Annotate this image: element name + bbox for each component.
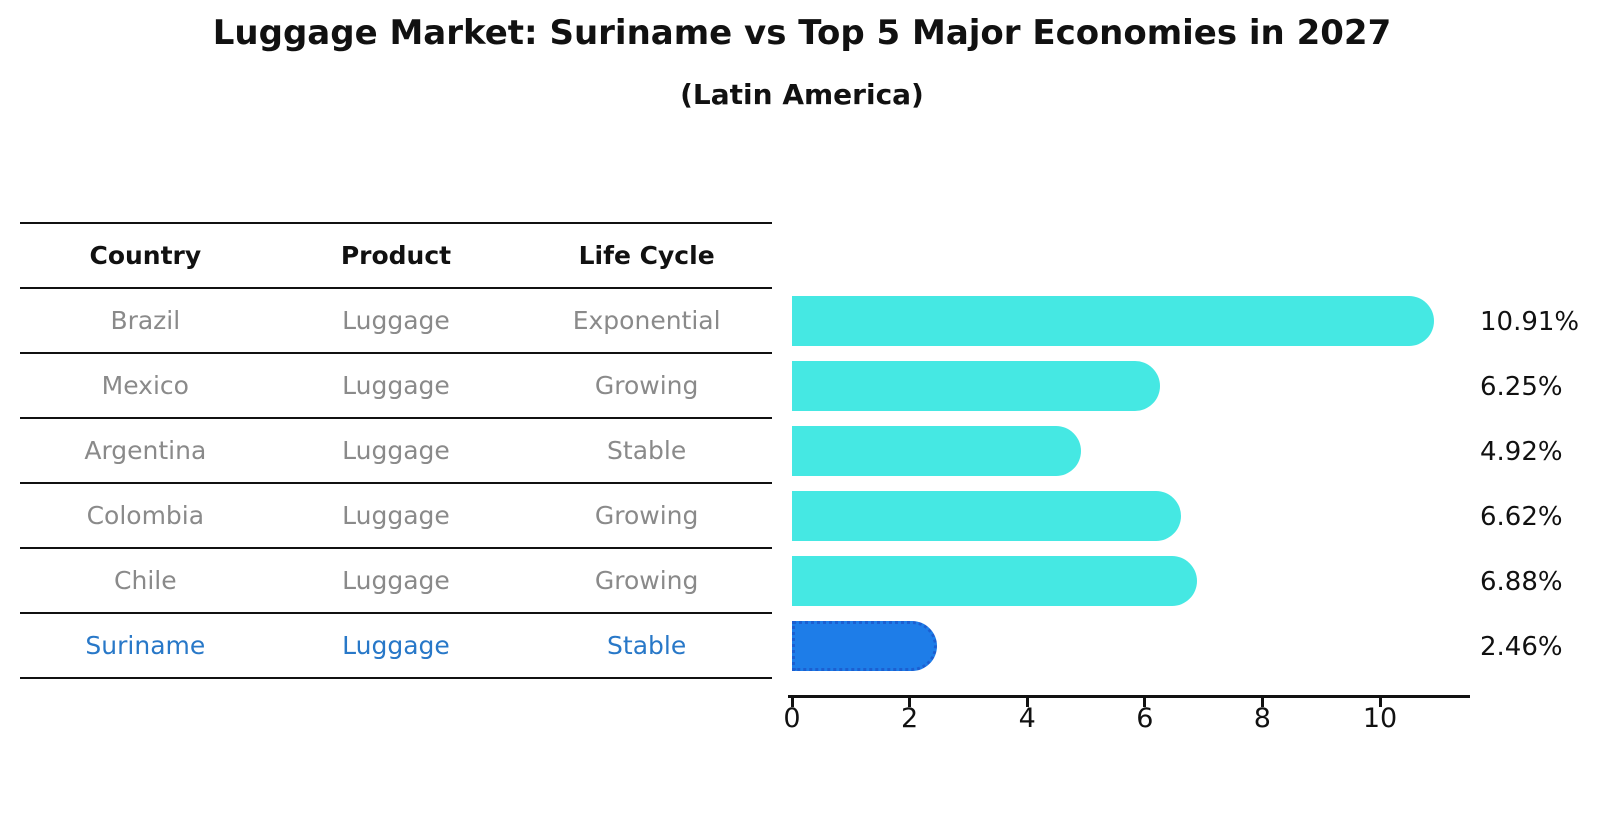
cell-country: Mexico [101,371,189,400]
x-axis-tick [1143,698,1147,707]
cell-life-cycle: Stable [607,631,687,660]
chart-title: Luggage Market: Suriname vs Top 5 Major … [212,13,1392,53]
cell-life-cycle: Growing [594,566,699,595]
x-axis-tick-label: 0 [783,703,801,734]
x-axis-tick-label: 2 [901,703,919,734]
bar [792,491,1182,541]
bar-row: 10.91% [792,289,1604,354]
cell-product: Luggage [342,436,450,465]
x-axis-tick-label: 4 [1018,703,1036,734]
x-axis-tick [1025,698,1029,707]
bar [792,426,1082,476]
cell-country: Brazil [110,306,181,335]
bar [792,556,1197,606]
bar-row: 2.46% [792,614,1604,679]
bar [792,296,1434,346]
value-label: 6.88% [1480,566,1563,597]
x-axis-line [788,695,1470,698]
cell-country: Chile [114,566,177,595]
value-label: 4.92% [1480,436,1563,467]
x-axis-tick [1378,698,1382,707]
value-label: 10.91% [1480,306,1580,337]
x-axis-tick [790,698,794,707]
table-row: Chile Luggage Growing [20,549,772,614]
cell-product: Luggage [342,371,450,400]
cell-life-cycle: Stable [607,436,687,465]
bar [792,621,937,671]
x-axis-tick-label: 8 [1253,703,1271,734]
x-axis-tick [908,698,912,707]
header-cell-life-cycle: Life Cycle [578,241,715,270]
cell-product: Luggage [342,306,450,335]
x-axis-tick-label: 10 [1362,703,1398,734]
bar [792,361,1160,411]
table-row: Colombia Luggage Growing [20,484,772,549]
value-label: 6.62% [1480,501,1563,532]
value-label: 2.46% [1480,631,1563,662]
cell-life-cycle: Growing [594,501,699,530]
header-cell-product: Product [340,241,452,270]
table-row: Suriname Luggage Stable [20,614,772,679]
table-header-row: Country Product Life Cycle [20,224,772,289]
cell-product: Luggage [342,501,450,530]
cell-country: Colombia [86,501,205,530]
cell-life-cycle: Growing [594,371,699,400]
table-row: Mexico Luggage Growing [20,354,772,419]
cell-product: Luggage [342,631,450,660]
cell-country: Argentina [84,436,207,465]
bar-chart: 10.91% 6.25% 4.92% 6.62% 6.88% 2.46% [792,289,1604,679]
bar-row: 6.25% [792,354,1604,419]
cell-product: Luggage [342,566,450,595]
x-axis-tick [1260,698,1264,707]
value-label: 6.25% [1480,371,1563,402]
bar-row: 4.92% [792,419,1604,484]
cell-life-cycle: Exponential [572,306,721,335]
table-row: Brazil Luggage Exponential [20,289,772,354]
table-row: Argentina Luggage Stable [20,419,772,484]
header-cell-country: Country [89,241,202,270]
country-table: Country Product Life Cycle Brazil Luggag… [20,222,772,679]
bar-row: 6.88% [792,549,1604,614]
cell-country: Suriname [85,631,206,660]
chart-subtitle: (Latin America) [680,78,924,111]
x-axis-tick-label: 6 [1136,703,1154,734]
bar-row: 6.62% [792,484,1604,549]
